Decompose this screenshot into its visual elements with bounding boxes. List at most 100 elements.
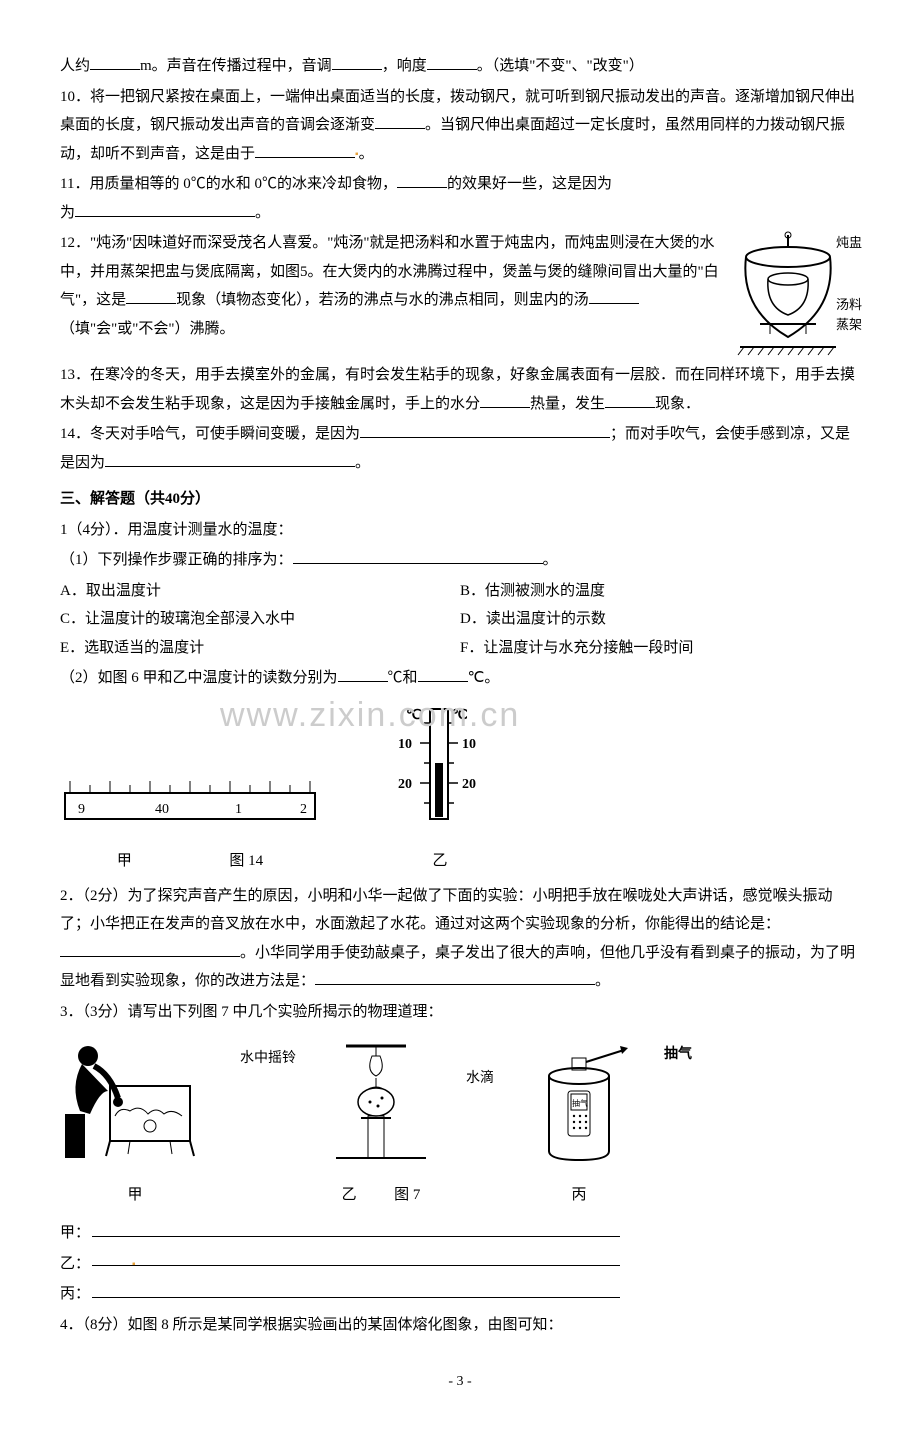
blank[interactable] (255, 142, 355, 158)
blank[interactable] (315, 969, 595, 985)
svg-text:20: 20 (462, 777, 476, 792)
figure-5: 炖盅 汤料 蒸架 (730, 229, 860, 359)
fig7-panel-b: 乙 图 7 (326, 1036, 436, 1209)
q3-4: 4．（8分）如图 8 所示是某同学根据实验画出的某固体熔化图象，由图可知： (60, 1311, 860, 1340)
blank[interactable] (126, 288, 176, 304)
q14: 14．冬天对手哈气，可使手瞬间变暖，是因为；而对手吹气，会使手感到凉，又是是因为… (60, 420, 860, 477)
answer-line-b: 乙：▪ (60, 1250, 620, 1279)
q3-1-1: （1）下列操作步骤正确的排序为： 。 (60, 546, 860, 575)
blank[interactable] (605, 392, 655, 408)
text: 13．在寒冷的冬天，用手去摸室外的金属，有时会发生粘手的现象，好象金属表面有一层… (60, 367, 855, 412)
q9-tail: 人约 m。声音在传播过程中，音调 ，响度 。（选填"不变"、"改变"） (60, 52, 860, 81)
blank[interactable] (75, 201, 255, 217)
blank[interactable] (293, 548, 543, 564)
dot-icon: ▪ (132, 1259, 136, 1270)
q3-2: 2．（2分）为了探究声音产生的原因，小明和小华一起做了下面的实验：小明把手放在喉… (60, 882, 860, 996)
text: ，响度 (382, 58, 427, 74)
q3-1-2: （2）如图 6 甲和乙中温度计的读数分别为 ℃和 ℃。 (60, 664, 860, 693)
svg-text:℃: ℃ (452, 708, 468, 723)
q11: 11．用质量相等的 0℃的水和 0℃的冰来冷却食物， 的效果好一些，这是因为 为 。 (60, 170, 860, 227)
fig7-cap-b: 乙 (342, 1187, 357, 1203)
fig6-thermometer: ℃ ℃ 10 10 20 20 乙 (380, 703, 500, 876)
blank[interactable] (60, 941, 240, 957)
svg-text:℃: ℃ (406, 708, 422, 723)
fig7-label-bell: 水中摇铃 (240, 1046, 296, 1073)
svg-text:10: 10 (462, 737, 476, 752)
text: 。 (255, 205, 270, 221)
option-a: A．取出温度计 (60, 577, 460, 606)
option-d: D．读出温度计的示数 (460, 605, 860, 634)
fig7-cap-mid: 图 7 (394, 1187, 420, 1203)
text: 11．用质量相等的 0℃的水和 0℃的冰来冷却食物， (60, 176, 397, 192)
q3-3: 3．（3分）请写出下列图 7 中几个实验所揭示的物理道理： (60, 998, 860, 1027)
text: 。 (595, 973, 610, 989)
ruler-mark: 2 (300, 802, 307, 817)
fig6-ruler: 9 40 1 2 甲 图 14 (60, 763, 320, 876)
answer-line-c: 丙： (60, 1280, 620, 1309)
text: 人约 (60, 58, 90, 74)
option-f: F．让温度计与水充分接触一段时间 (460, 634, 860, 663)
blank[interactable] (480, 392, 530, 408)
text: 现象（填物态变化），若汤的沸点与水的沸点相同，则盅内的汤 (176, 292, 589, 308)
q13: 13．在寒冷的冬天，用手去摸室外的金属，有时会发生粘手的现象，好象金属表面有一层… (60, 361, 860, 418)
ruler-mark: 40 (155, 802, 169, 817)
fig6-cap-left: 甲 (117, 853, 132, 869)
text: 14．冬天对手哈气，可使手瞬间变暖，是因为 (60, 426, 360, 442)
blank[interactable] (375, 113, 425, 129)
q10: 10．将一把钢尺紧按在桌面上，一端伸出桌面适当的长度，拨动钢尺，就可听到钢尺振动… (60, 83, 860, 169)
svg-text:10: 10 (398, 737, 412, 752)
blank[interactable] (589, 288, 639, 304)
answer-line-a: 甲： (60, 1219, 620, 1248)
text: ℃。 (468, 670, 500, 686)
text: 。 (359, 146, 374, 162)
text: 2．（2分）为了探究声音产生的原因，小明和小华一起做了下面的实验：小明把手放在喉… (60, 888, 833, 933)
svg-text:抽气: 抽气 (572, 1098, 588, 1108)
fig5-label-pot: 炖盅 (836, 231, 862, 256)
page-number: - 3 - (60, 1369, 860, 1396)
ruler-mark: 9 (78, 802, 85, 817)
blank[interactable] (360, 422, 610, 438)
fig7-cap-a: 甲 (60, 1181, 210, 1210)
label: 丙： (60, 1280, 90, 1309)
fig7-label-drop: 水滴 (466, 1066, 494, 1093)
text: 。 (543, 552, 558, 568)
blank[interactable]: ▪ (92, 1250, 620, 1266)
fig6-cap-mid: 图 14 (229, 853, 263, 869)
text: 热量，发生 (530, 396, 605, 412)
label: 乙： (60, 1250, 90, 1279)
options-grid: A．取出温度计 B．估测被测水的温度 C．让温度计的玻璃泡全部浸入水中 D．读出… (60, 577, 860, 663)
text: m。声音在传播过程中，音调 (140, 58, 332, 74)
text: （填"会"或"不会"）沸腾。 (60, 321, 235, 337)
svg-text:20: 20 (398, 777, 412, 792)
fig6-cap-right: 乙 (380, 847, 500, 876)
blank[interactable] (397, 172, 447, 188)
blank[interactable] (338, 666, 388, 682)
fig5-label-rack: 蒸架 (836, 313, 862, 338)
text: 为 (60, 205, 75, 221)
option-e: E．选取适当的温度计 (60, 634, 460, 663)
label: 甲： (60, 1219, 90, 1248)
section-3-title: 三、解答题（共40分） (60, 485, 860, 514)
fig7-cap-c: 丙 (524, 1181, 634, 1210)
text: 现象． (655, 396, 700, 412)
text: （2）如图 6 甲和乙中温度计的读数分别为 (60, 670, 338, 686)
fig7-panel-c: 抽气 丙 (524, 1036, 634, 1209)
fig7-label-pump: 抽气 (664, 1042, 692, 1069)
fig7-panel-a: 甲 (60, 1036, 210, 1209)
option-b: B．估测被测水的温度 (460, 577, 860, 606)
blank[interactable] (427, 54, 477, 70)
q3-1-head: 1（4分）．用温度计测量水的温度： (60, 516, 860, 545)
figure-6: 9 40 1 2 甲 图 14 ℃ ℃ 10 10 20 (60, 703, 860, 876)
blank[interactable] (90, 54, 140, 70)
text: ℃和 (388, 670, 418, 686)
blank[interactable] (92, 1282, 620, 1298)
blank[interactable] (418, 666, 468, 682)
ruler-mark: 1 (235, 802, 242, 817)
text: 。（选填"不变"、"改变"） (477, 58, 644, 74)
text: 的效果好一些，这是因为 (447, 176, 612, 192)
blank[interactable] (92, 1221, 620, 1237)
text: 。 (355, 455, 370, 471)
text: （1）下列操作步骤正确的排序为： (60, 552, 293, 568)
blank[interactable] (105, 451, 355, 467)
blank[interactable] (332, 54, 382, 70)
